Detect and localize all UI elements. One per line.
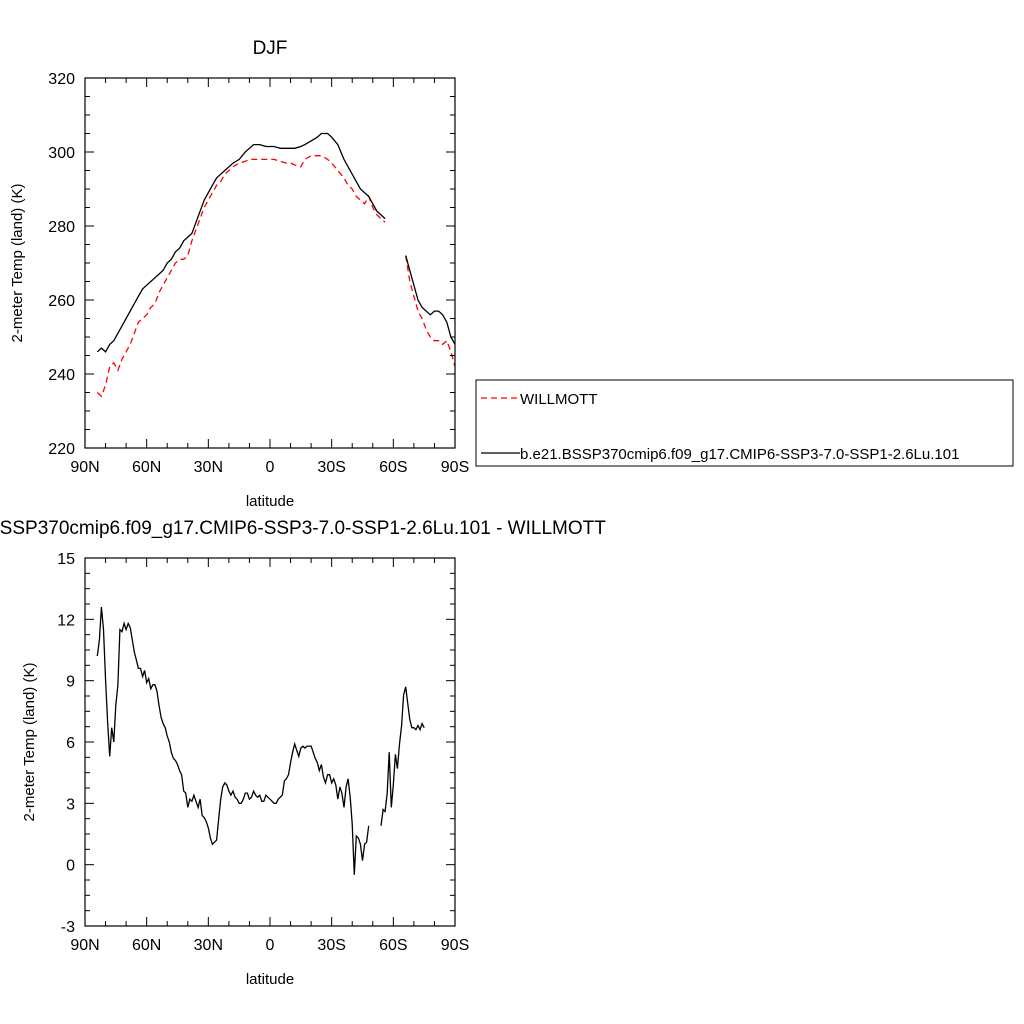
x-tick-label: 60S xyxy=(379,459,407,476)
x-tick-label: 30S xyxy=(317,937,345,954)
x-tick-label: 60S xyxy=(379,937,407,954)
y-tick-label: 12 xyxy=(57,612,75,629)
plot-frame xyxy=(84,77,456,449)
y-tick-label: 9 xyxy=(66,674,75,691)
x-tick-label: 60N xyxy=(132,459,161,476)
y-tick-label: 260 xyxy=(48,293,75,310)
y-tick-label: 6 xyxy=(66,735,75,752)
x-tick-label: 30N xyxy=(194,459,223,476)
y-tick-label: 300 xyxy=(48,145,75,162)
x-tick-label: 30N xyxy=(194,937,223,954)
chart-panel-djf: 90N 60N 30N 0 30S 60S 90S 220 240 260 280 300 320 DJF… xyxy=(9,38,1014,510)
series-line-2-segment-2 xyxy=(405,255,455,346)
y-tick-label: 320 xyxy=(48,71,75,88)
y-tick-label: 280 xyxy=(48,219,75,236)
x-tick-label: 90S xyxy=(441,459,469,476)
y-tick-label: 3 xyxy=(66,796,75,813)
series-line-1-segment-2 xyxy=(380,686,425,826)
chart-title: b.e21.BSSP370cmip6.f09_g17.CMIP6-SSP3-7.… xyxy=(0,518,606,539)
series-line-1-segment-2 xyxy=(405,255,455,368)
x-tick-label: 90S xyxy=(441,937,469,954)
y-tick-label: 220 xyxy=(48,441,75,458)
y-axis-label: 2-meter Temp (land) (K) xyxy=(9,184,26,343)
y-axis-label: 2-meter Temp (land) (K) xyxy=(21,663,38,822)
x-tick-label: 0 xyxy=(266,937,275,954)
chart-panel-difference: 90N 60N 30N 0 30S 60S 90S -3 0 3 6 9 12 15 b.e21.BSSP3… xyxy=(0,518,606,988)
x-tick-label: 90N xyxy=(70,937,99,954)
legend: WILLMOTT b.e21.BSSP370cmip6.f09_g17.CMIP6… xyxy=(475,379,1014,467)
y-tick-label: 0 xyxy=(66,858,75,875)
legend-box xyxy=(475,379,1014,467)
x-tick-label: 30S xyxy=(317,459,345,476)
y-tick-label: 240 xyxy=(48,367,75,384)
chart-title: DJF xyxy=(253,38,288,59)
y-tick-label: 15 xyxy=(57,551,75,568)
x-axis-label: latitude xyxy=(246,971,294,988)
y-tick-label: -3 xyxy=(61,919,75,936)
x-tick-label: 0 xyxy=(266,459,275,476)
x-axis-label: latitude xyxy=(246,493,294,510)
legend-entry-2: b.e21.BSSP370cmip6.f09_g17.CMIP6-SSP3-7.… xyxy=(520,446,959,463)
series-line-1-segment-1 xyxy=(96,155,386,398)
series-line-1-segment-1 xyxy=(96,607,370,875)
x-tick-label: 60N xyxy=(132,937,161,954)
legend-entry-1: WILLMOTT xyxy=(520,391,598,408)
series-line-2-segment-1 xyxy=(96,132,386,353)
x-tick-label: 90N xyxy=(70,459,99,476)
